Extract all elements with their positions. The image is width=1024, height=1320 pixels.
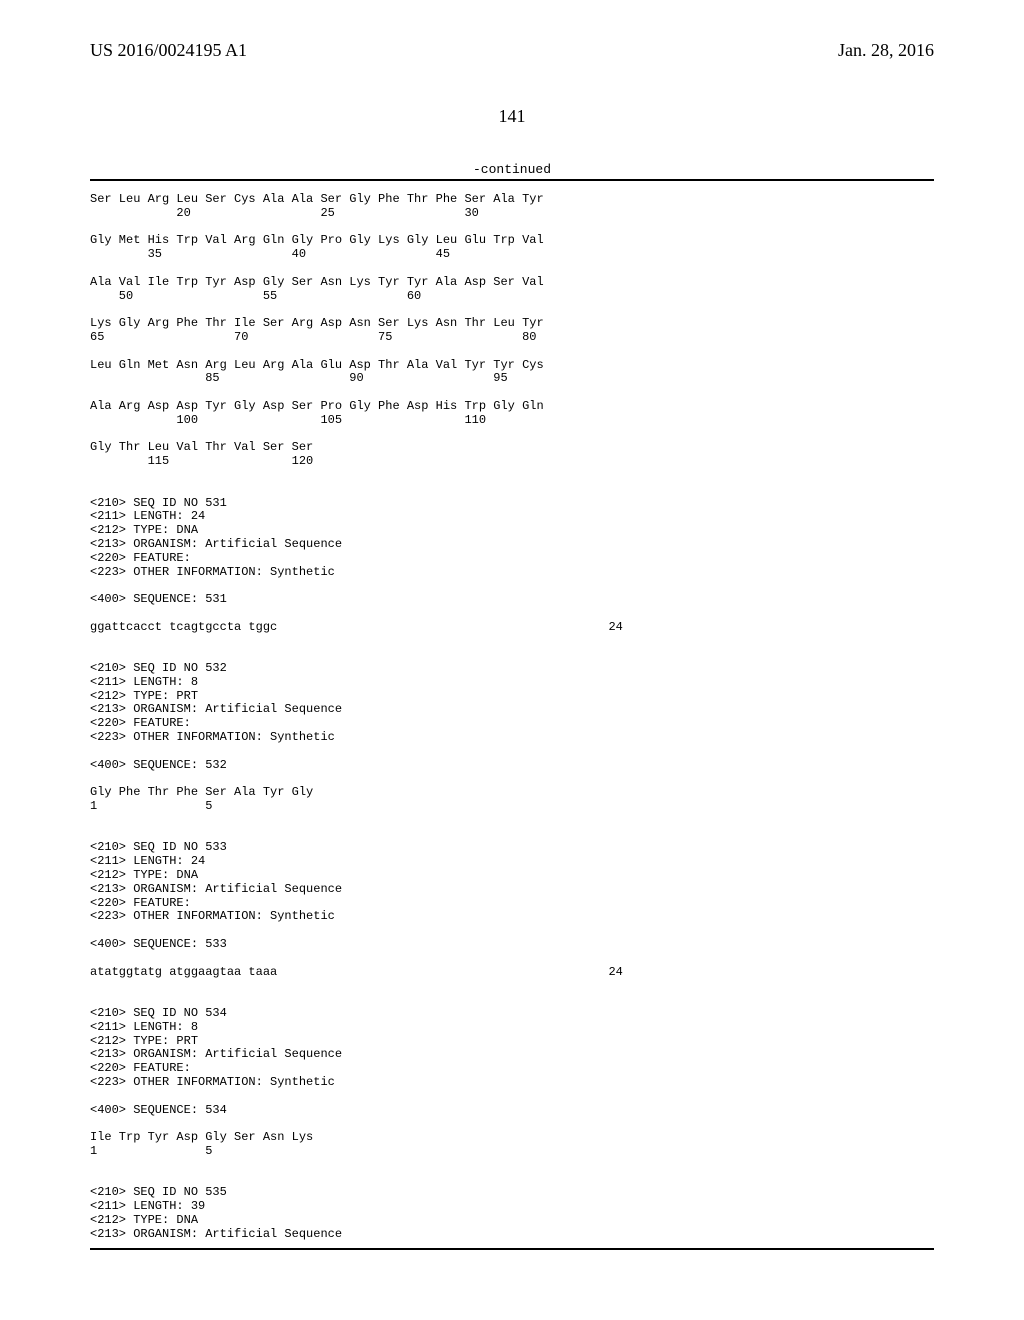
continued-label: -continued	[90, 162, 934, 177]
publication-number: US 2016/0024195 A1	[90, 40, 247, 61]
rule-top	[90, 179, 934, 181]
publication-date: Jan. 28, 2016	[838, 40, 934, 61]
page-header: US 2016/0024195 A1 Jan. 28, 2016	[90, 40, 934, 61]
sequence-listing: Ser Leu Arg Leu Ser Cys Ala Ala Ser Gly …	[90, 193, 934, 1242]
page-number: 141	[90, 106, 934, 127]
rule-bottom	[90, 1248, 934, 1250]
page: US 2016/0024195 A1 Jan. 28, 2016 141 -co…	[0, 0, 1024, 1320]
